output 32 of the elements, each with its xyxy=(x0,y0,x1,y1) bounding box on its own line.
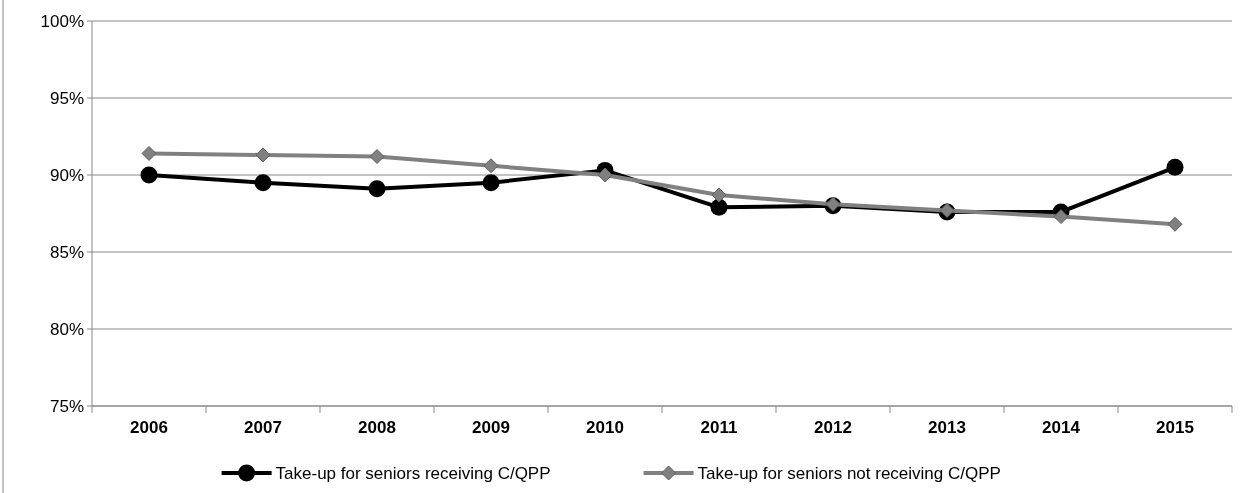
x-tick-label: 2014 xyxy=(1042,418,1081,437)
x-tick-label: 2007 xyxy=(244,418,282,437)
x-tick-label: 2010 xyxy=(586,418,624,437)
point xyxy=(368,180,386,198)
x-tick-label: 2009 xyxy=(472,418,510,437)
point xyxy=(1167,216,1183,232)
point xyxy=(1053,209,1069,225)
y-tick-label: 85% xyxy=(49,242,84,262)
x-tick-label: 2015 xyxy=(1156,418,1194,437)
x-tick-label: 2008 xyxy=(358,418,396,437)
point xyxy=(597,167,613,183)
point xyxy=(710,198,728,216)
y-tick-label: 80% xyxy=(49,319,84,339)
point xyxy=(369,149,385,165)
point xyxy=(1166,158,1184,176)
y-tick-label: 100% xyxy=(40,11,84,31)
x-tick-label: 2006 xyxy=(130,418,168,437)
y-tick-label: 95% xyxy=(49,88,84,108)
point xyxy=(255,147,271,163)
point xyxy=(254,174,272,192)
y-tick-label: 75% xyxy=(49,396,84,416)
point xyxy=(141,145,157,161)
x-tick-label: 2013 xyxy=(928,418,966,437)
legend-label: Take-up for seniors not receiving C/QPP xyxy=(697,463,1001,483)
point xyxy=(140,166,158,184)
point xyxy=(483,158,499,174)
x-tick-label: 2012 xyxy=(814,418,852,437)
point xyxy=(482,174,500,192)
point xyxy=(711,187,727,203)
legend-label: Take-up for seniors receiving C/QPP xyxy=(275,463,551,483)
x-tick-label: 2011 xyxy=(700,418,738,437)
y-tick-label: 90% xyxy=(49,165,84,185)
